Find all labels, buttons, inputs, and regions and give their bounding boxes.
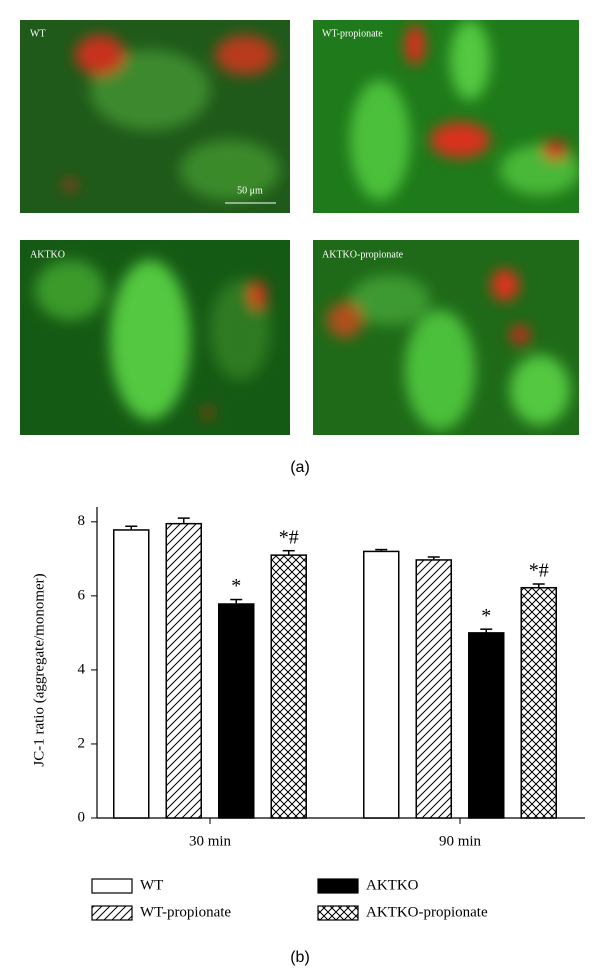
bar bbox=[113, 529, 150, 819]
x-tick-label: 90 min bbox=[439, 833, 482, 849]
y-tick-label: 6 bbox=[78, 587, 86, 603]
panel-label: AKTKO bbox=[30, 249, 65, 260]
y-tick-label: 8 bbox=[78, 513, 86, 529]
micrograph bbox=[20, 20, 290, 213]
annotation: *# bbox=[529, 560, 549, 582]
panel-label: WT bbox=[30, 28, 46, 39]
panel-label: AKTKO-propionate bbox=[322, 249, 404, 260]
x-tick-label: 30 min bbox=[189, 833, 232, 849]
legend-swatch bbox=[317, 878, 359, 894]
micrograph bbox=[313, 240, 579, 435]
y-axis-label: JC-1 ratio (aggregate/monomer) bbox=[31, 573, 47, 766]
legend-label: WT-propionate bbox=[140, 904, 231, 920]
legend-label: AKTKO-propionate bbox=[366, 904, 488, 920]
legend-swatch bbox=[91, 905, 133, 921]
legend-label: WT bbox=[140, 877, 163, 893]
bar bbox=[218, 603, 255, 819]
panel-label: WT-propionate bbox=[322, 28, 383, 39]
bar bbox=[468, 632, 505, 819]
legend-swatch bbox=[317, 905, 359, 921]
annotation: * bbox=[481, 605, 491, 627]
bar bbox=[270, 554, 307, 819]
annotation: * bbox=[231, 575, 241, 597]
y-tick-label: 2 bbox=[78, 735, 86, 751]
y-tick-label: 0 bbox=[78, 809, 86, 825]
legend-swatch bbox=[91, 878, 133, 894]
bar bbox=[165, 522, 202, 819]
annotation: *# bbox=[279, 526, 299, 548]
legend-label: AKTKO bbox=[366, 877, 419, 893]
bar bbox=[520, 586, 557, 819]
panel-caption: (a) bbox=[290, 459, 310, 476]
scale-bar-label: 50 μm bbox=[237, 185, 263, 196]
micrograph bbox=[313, 20, 579, 213]
y-tick-label: 4 bbox=[78, 661, 86, 677]
panel-caption: (b) bbox=[290, 949, 310, 966]
micrograph bbox=[20, 240, 290, 435]
bar bbox=[363, 550, 400, 819]
bar bbox=[415, 559, 452, 819]
